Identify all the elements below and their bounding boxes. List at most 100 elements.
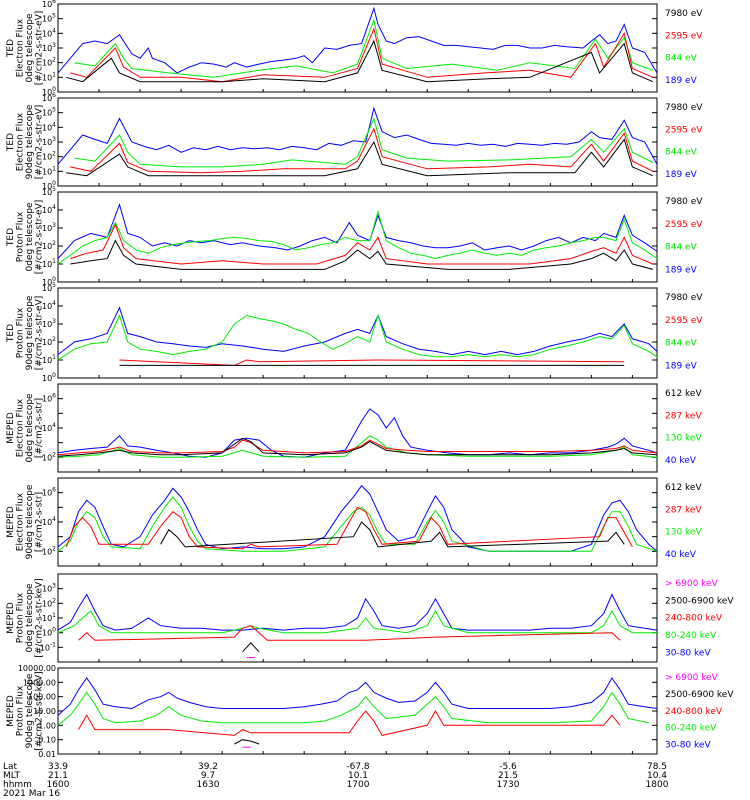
series-80-240-kev xyxy=(57,609,657,634)
y-axis-label: MEPEDProton Flux0deg telescope[#/cm2-s-s… xyxy=(6,578,45,657)
y-tick-label: 105 xyxy=(42,107,56,118)
footer-value: 1700 xyxy=(347,780,370,790)
legend-entry: 287 keV xyxy=(665,505,702,515)
series-30-80-kev xyxy=(57,677,658,716)
footer-value: 21.1 xyxy=(48,771,68,781)
footer-value: 1630 xyxy=(197,780,220,790)
legend-entry: 7980 eV xyxy=(665,197,703,207)
series-844-ev xyxy=(74,18,654,78)
y-axis-label: TEDElectron Flux90deg telescope[#/cm2-s-… xyxy=(6,104,45,179)
series-189-ev xyxy=(57,6,658,74)
legend-entry: 612 keV xyxy=(665,389,702,399)
legend-entry: 2595 eV xyxy=(665,316,703,326)
series-2595-ev xyxy=(70,223,654,265)
y-tick-label: 103 xyxy=(42,42,56,53)
y-tick-label: 101 xyxy=(42,165,56,176)
y-tick-label: 101 xyxy=(42,71,56,82)
series-240-800-kev xyxy=(78,625,621,641)
series-7980-ev xyxy=(70,239,654,270)
footer-value: 39.2 xyxy=(198,762,218,772)
y-tick-label: 100 xyxy=(42,627,56,638)
footer-value: 1730 xyxy=(497,780,520,790)
series-2500-6900-kev xyxy=(242,642,260,653)
legend-entry: 2500-6900 keV xyxy=(665,690,734,700)
y-tick-label: 106 xyxy=(42,92,56,103)
panels: 100 101 102 103 104 105 106 TEDElectron Flux0de… xyxy=(6,0,734,759)
y-tick-label: 100 xyxy=(42,276,56,287)
legend-entry: 7980 eV xyxy=(665,293,703,303)
legend-entry: > 6900 keV xyxy=(665,673,719,683)
footer: Lat 33.9 39.2 -67.8 -5.6 78.5 MLT 21.1 9.7 10.1 21… xyxy=(3,762,669,799)
y-tick-label: 10.00 xyxy=(33,707,56,716)
footer-value: 33.9 xyxy=(48,762,68,772)
y-tick-label: 102 xyxy=(42,151,56,162)
series-844-ev xyxy=(57,313,658,361)
legend-entry: 130 keV xyxy=(665,434,702,444)
y-tick-label: 0.10 xyxy=(38,736,56,745)
plot-frame xyxy=(57,287,658,379)
series-2595-ev xyxy=(70,127,654,174)
legend-entry: 30-80 keV xyxy=(665,648,711,658)
y-tick-label: 102 xyxy=(42,545,56,556)
legend-entry: 7980 eV xyxy=(665,9,703,19)
y-tick-label: 104 xyxy=(42,422,56,433)
y-tick-label: 106 xyxy=(42,393,56,404)
y-tick-label: 106 xyxy=(42,0,56,9)
footer-value: 21.5 xyxy=(498,771,518,781)
y-tick-label: 101 xyxy=(42,354,56,365)
y-axis-label: TEDElectron Flux0deg telescope[#/cm2-s-s… xyxy=(6,11,45,86)
series-2595-ev xyxy=(70,27,654,83)
y-tick-label: 102 xyxy=(42,336,56,347)
legend-entry: 130 keV xyxy=(665,528,702,538)
y-tick-label: 10000.00 xyxy=(18,664,56,673)
footer-date: 2021 Mar 16 xyxy=(3,789,60,799)
legend-entry: 189 eV xyxy=(665,266,698,276)
footer-value: 9.7 xyxy=(201,771,215,781)
y-tick-label: 104 xyxy=(42,121,56,132)
footer-row-label: MLT xyxy=(3,771,21,781)
series-189-ev xyxy=(57,306,658,356)
legend-entry: 287 keV xyxy=(665,411,702,421)
footer-value: -5.6 xyxy=(499,762,517,772)
y-tick-label: 100 xyxy=(42,372,56,383)
y-tick-label: 105 xyxy=(42,186,56,197)
y-tick-label: 101 xyxy=(42,258,56,269)
footer-value: 10.4 xyxy=(647,771,667,781)
y-tick-label: 104 xyxy=(42,300,56,311)
legend-entry: > 6900 keV xyxy=(665,579,719,589)
legend-entry: 189 eV xyxy=(665,76,698,86)
footer-row-label: Lat xyxy=(3,762,18,772)
y-tick-label: 102 xyxy=(42,597,56,608)
series-130-kev xyxy=(57,435,658,458)
plot-frame xyxy=(57,191,658,283)
y-axis-label: MEPEDElectron Flux90deg telescope[#/cm2-… xyxy=(6,484,45,559)
series-30-80-kev xyxy=(57,593,658,631)
footer-value: -67.8 xyxy=(346,762,370,772)
y-tick-label: 1.00 xyxy=(38,721,56,730)
y-tick-label: 101 xyxy=(42,612,56,623)
y-tick-label: 1000.00 xyxy=(23,678,56,687)
y-tick-label: 100.00 xyxy=(28,693,56,702)
legend-entry: 189 eV xyxy=(665,170,698,180)
legend-entry: 844 eV xyxy=(665,339,698,349)
legend-entry: 40 keV xyxy=(665,550,697,560)
legend-entry: 2595 eV xyxy=(665,220,703,230)
y-axis-label: MEPEDProton Flux90deg telescope[#/cm2-s-… xyxy=(6,671,45,750)
legend-entry: 40 keV xyxy=(665,456,697,466)
y-tick-label: 0.01 xyxy=(38,750,56,759)
series-40-kev xyxy=(57,408,658,458)
series-2595-ev xyxy=(119,359,625,366)
legend-entry: 240-800 keV xyxy=(665,614,723,624)
legend-entry: 2500-6900 keV xyxy=(665,596,734,606)
y-tick-label: 105 xyxy=(42,13,56,24)
series-240-800-kev xyxy=(78,709,621,736)
y-axis-label: TEDProton Flux90deg telescope[#/cm2-s-st… xyxy=(6,295,45,370)
footer-value: 1800 xyxy=(646,780,669,790)
series-612-kev xyxy=(57,437,658,457)
footer-value: 78.5 xyxy=(647,762,667,772)
footer-row-label: hhmm xyxy=(3,780,32,790)
legend-entry: 80-240 keV xyxy=(665,724,717,734)
y-tick-label: 103 xyxy=(42,318,56,329)
